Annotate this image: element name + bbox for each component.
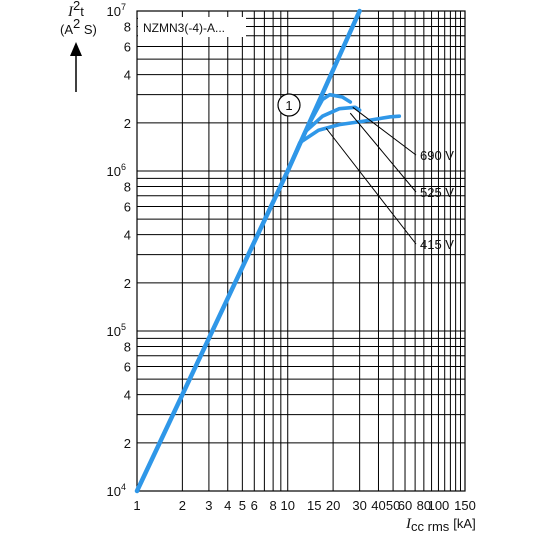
- legend-box-label: NZMN3(-4)-A...: [143, 21, 225, 35]
- y-tick-label: 4: [124, 68, 131, 83]
- y-tick-label: 6: [124, 199, 131, 214]
- callout-leader: [352, 106, 417, 156]
- svg-text:1: 1: [285, 98, 292, 113]
- y-tick-label: 8: [124, 180, 131, 195]
- series-callouts: 690 V 525 V 415 V: [325, 106, 454, 252]
- y-tick-label: 8: [124, 340, 131, 355]
- y-tick-label: 6: [124, 359, 131, 374]
- y-tick-label: 106: [107, 162, 126, 179]
- x-tick-label: 20: [326, 498, 340, 513]
- x-tick-label: 15: [307, 498, 321, 513]
- x-tick-label: 150: [454, 498, 476, 513]
- series-line: [134, 8, 362, 494]
- chart-series: [134, 8, 402, 494]
- legend-box-background: [138, 17, 246, 37]
- x-tick-label: 5: [239, 498, 246, 513]
- y-tick-label: 2: [124, 436, 131, 451]
- y-tick-label: 2: [124, 276, 131, 291]
- series-label: 415 V: [420, 237, 454, 252]
- x-tick-label: 50: [386, 498, 400, 513]
- x-tick-label: 100: [428, 498, 450, 513]
- callout-leader: [325, 127, 417, 245]
- y-tick-label: 8: [124, 20, 131, 35]
- y-axis-arrow: [70, 42, 82, 92]
- x-tick-label: 1: [133, 498, 140, 513]
- x-tick-label: 4: [224, 498, 231, 513]
- x-tick-label: 8: [270, 498, 277, 513]
- x-tick-label: 10: [280, 498, 294, 513]
- x-tick-label: 3: [205, 498, 212, 513]
- y-tick-label: 105: [107, 322, 126, 339]
- plot-frame: [136, 10, 466, 492]
- x-tick-label: 40: [371, 498, 385, 513]
- marker-1: 1: [277, 93, 301, 117]
- y-tick-label: 6: [124, 39, 131, 54]
- x-tick-label: 30: [352, 498, 366, 513]
- series-line: [285, 114, 402, 173]
- series-label: 690 V: [420, 148, 454, 163]
- x-tick-label: 2: [179, 498, 186, 513]
- callout-leader: [349, 112, 417, 193]
- x-tick-label: 80: [417, 498, 431, 513]
- series-label: 525 V: [420, 185, 454, 200]
- y-tick-label: 4: [124, 388, 131, 403]
- series-line: [285, 105, 362, 173]
- y-tick-label: 2: [124, 116, 131, 131]
- x-axis-title: Icc rms [kA]: [405, 516, 476, 534]
- y-tick-label: 107: [107, 2, 126, 19]
- x-tick-label: 60: [398, 498, 412, 513]
- y-axis-title: I2t: [67, 0, 84, 20]
- x-tick-label: 6: [251, 498, 258, 513]
- chart-grid: [136, 10, 466, 492]
- y-tick-label: 104: [107, 482, 126, 499]
- y-axis-unit: (A2 S): [60, 16, 97, 37]
- y-tick-label: 4: [124, 228, 131, 243]
